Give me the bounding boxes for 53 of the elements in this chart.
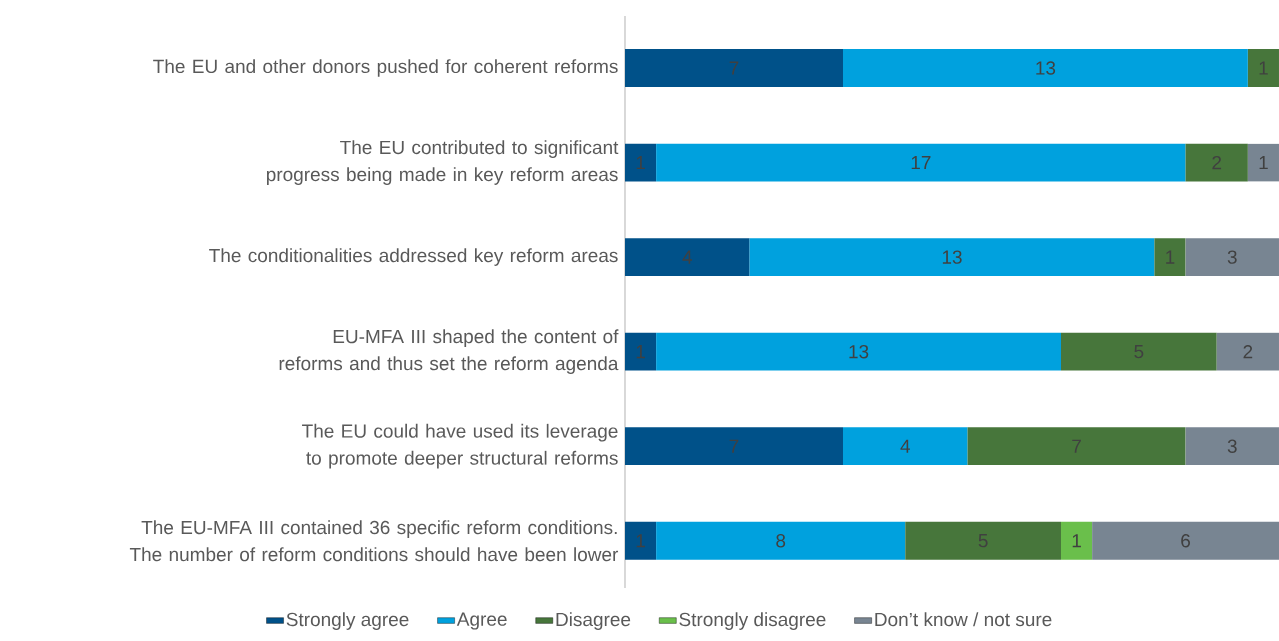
bar: [842, 427, 968, 466]
data-label: 13: [942, 250, 962, 264]
bar: [1247, 143, 1279, 182]
bar: [624, 143, 657, 182]
bar: [1060, 332, 1217, 371]
bar: [1060, 521, 1093, 560]
data-label: 1: [636, 534, 645, 548]
legend-label: Strongly agree: [286, 612, 409, 630]
bar: [624, 521, 657, 560]
data-label: 1: [1072, 534, 1081, 548]
data-label: 6: [1181, 534, 1191, 548]
legend-label: Agree: [456, 612, 507, 630]
y-tick-label: The EU and other donors pushed for coherent reforms: [153, 59, 618, 77]
bar: [1185, 427, 1279, 466]
bar: [1247, 49, 1279, 87]
data-label: 8: [776, 534, 786, 548]
bar: [1185, 238, 1279, 277]
y-tick-label: The conditionalities addressed key reform areas: [209, 248, 618, 266]
bar: [1092, 521, 1279, 560]
y-tick-label: The EU contributed to significant progress being made in key reform areas: [266, 140, 619, 185]
bar: [967, 427, 1186, 466]
data-label: 13: [849, 344, 869, 359]
data-label: 4: [900, 439, 910, 453]
data-label: 1: [636, 156, 645, 170]
data-label: 1: [636, 345, 645, 359]
y-tick-label: EU-MFA III shaped the content of reforms and thus set the reform agenda: [279, 329, 619, 374]
data-label: 4: [682, 250, 692, 264]
bar: [656, 521, 906, 560]
data-label: 7: [729, 61, 739, 75]
data-label: 13: [1036, 61, 1056, 75]
bar: [1154, 238, 1186, 277]
data-label: 2: [1243, 345, 1253, 359]
bar: [656, 332, 1061, 371]
legend-label: Strongly disagree: [679, 612, 826, 630]
bar: [624, 238, 750, 277]
bar: [1216, 332, 1279, 371]
bar: [624, 332, 657, 371]
bar: [905, 521, 1061, 560]
bar: [842, 49, 1248, 87]
data-label: 3: [1227, 250, 1237, 264]
bar: [749, 238, 1155, 277]
y-tick-label: The EU could have used its leverage to promote deeper structural reforms: [302, 423, 618, 469]
bar: [1185, 143, 1248, 182]
y-tick-label: The EU-MFA III contained 36 specific reform conditions. The number of reform conditions should have been lower: [129, 520, 619, 562]
data-label: 3: [1227, 439, 1237, 453]
bar: [656, 143, 1186, 182]
legend-label: Don’t know / not sure: [875, 612, 1052, 627]
bar: [624, 49, 843, 87]
legend-label: Disagree: [556, 612, 631, 630]
data-label: 17: [911, 156, 931, 170]
data-label: 1: [1259, 156, 1268, 170]
bar: [624, 427, 843, 466]
data-label: 7: [729, 439, 739, 453]
